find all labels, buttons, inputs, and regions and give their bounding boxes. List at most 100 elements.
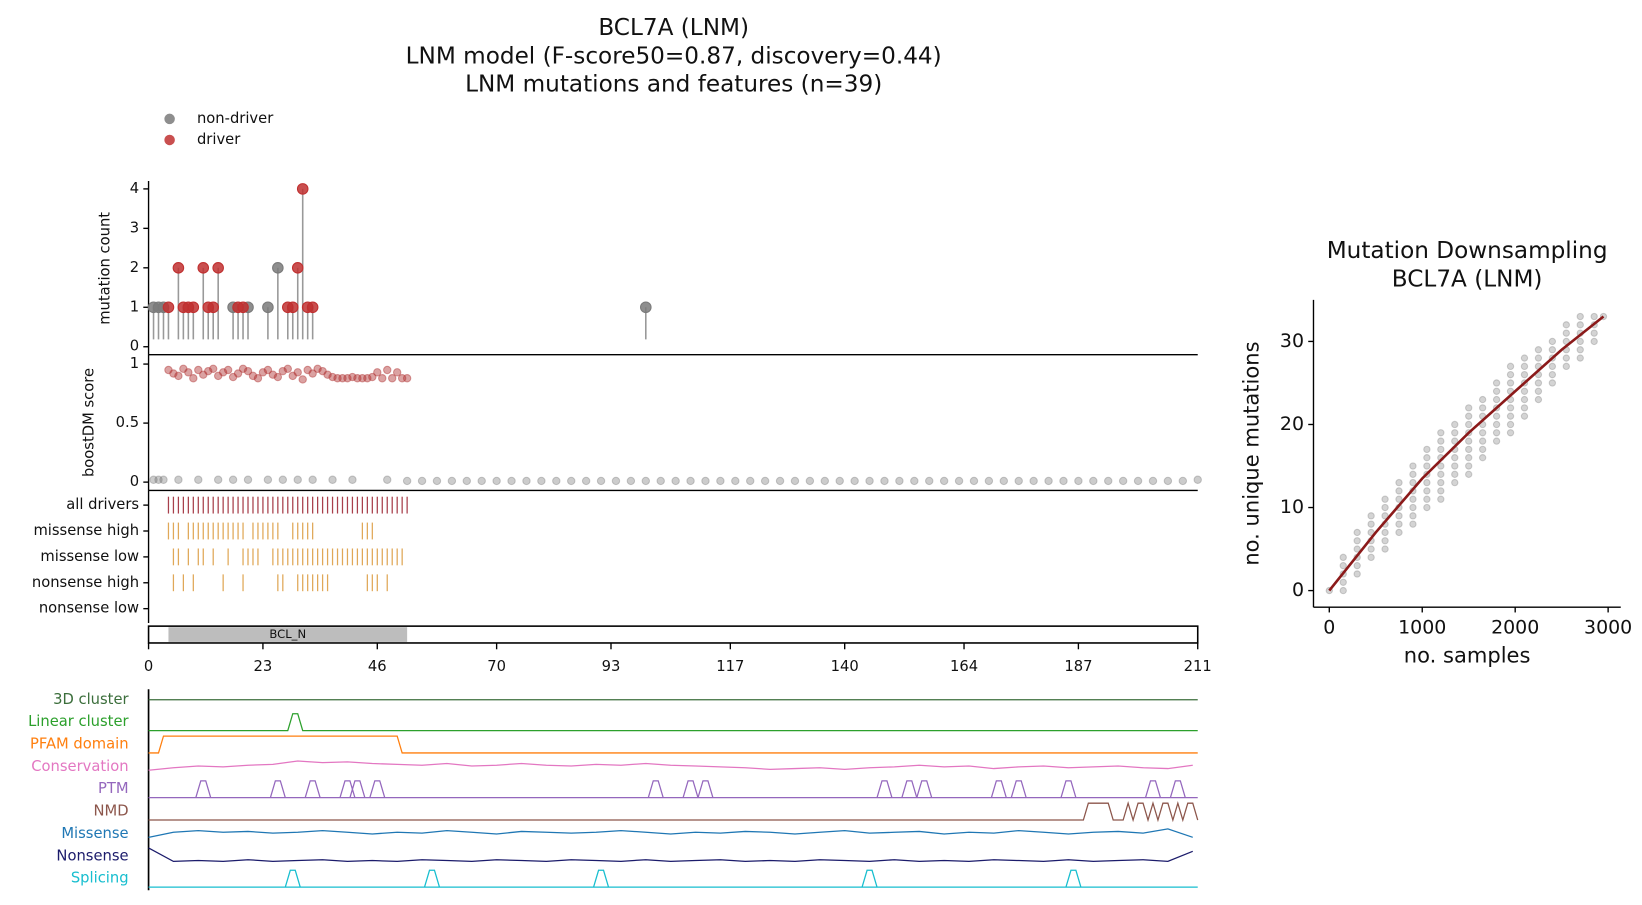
point [1367, 545, 1375, 553]
point [1465, 454, 1473, 462]
point [1451, 470, 1459, 478]
point [1576, 346, 1584, 354]
point [194, 475, 203, 484]
point [1506, 412, 1515, 420]
point [1339, 553, 1347, 562]
point [283, 364, 292, 374]
point [1590, 312, 1598, 321]
point [243, 475, 253, 484]
point [954, 476, 964, 486]
domain [168, 627, 408, 642]
feature-spike [1065, 869, 1082, 888]
point [383, 475, 392, 484]
feature-spike [697, 780, 714, 798]
point [1576, 354, 1584, 362]
point [1478, 454, 1487, 462]
point [1381, 537, 1389, 545]
x-tick-label: 23 [254, 658, 273, 675]
point [308, 369, 317, 378]
point [1118, 476, 1128, 486]
y-tick-label: 0 [130, 473, 139, 490]
point [1520, 387, 1529, 395]
point [1163, 476, 1173, 486]
point [1465, 462, 1473, 470]
y-tick-label: 0 [1292, 579, 1304, 601]
point [1506, 404, 1515, 412]
point [1478, 395, 1487, 404]
point [383, 365, 392, 375]
point [1465, 445, 1473, 454]
legend-marker [164, 113, 175, 125]
point [397, 374, 407, 383]
subtitle: LNM mutations and features (n=39) [465, 72, 882, 98]
feature-spike [304, 780, 321, 798]
point [328, 372, 337, 382]
feature-spike [916, 780, 933, 798]
point [1534, 379, 1543, 387]
point [1381, 528, 1389, 537]
point [552, 476, 561, 486]
x-tick-label: 164 [950, 658, 978, 675]
point [1548, 379, 1557, 387]
point [1520, 362, 1529, 371]
lollipop-head [286, 301, 299, 314]
point [1409, 462, 1417, 470]
chart-subtitle: BCL7A (LNM) [1392, 266, 1543, 292]
point [353, 374, 362, 383]
point [338, 374, 347, 383]
point [248, 371, 258, 381]
lollipop-head [162, 301, 175, 314]
point [1395, 512, 1403, 520]
point [208, 364, 218, 374]
point [1044, 476, 1053, 486]
track-label: nonsense high [32, 574, 139, 591]
feature-spike [269, 780, 286, 798]
point [1534, 387, 1543, 395]
point [1395, 478, 1403, 487]
lollipop-head [262, 301, 274, 314]
point [567, 476, 576, 486]
point [159, 475, 168, 484]
point [1437, 478, 1445, 487]
point [507, 476, 516, 486]
point [392, 368, 402, 377]
x-tick-label: 3000 [1584, 617, 1632, 639]
point [1437, 462, 1445, 470]
point [1465, 470, 1473, 478]
point [1478, 437, 1487, 445]
point [213, 371, 223, 381]
point [925, 476, 934, 486]
point [1465, 412, 1473, 420]
point [611, 476, 621, 486]
point [865, 476, 874, 486]
feature-spike [369, 780, 386, 798]
lollipop-head [237, 301, 249, 314]
feature-spike [195, 780, 212, 798]
legend-marker [164, 134, 175, 146]
y-axis-label: mutation count [96, 212, 113, 325]
title: BCL7A (LNM) [598, 15, 749, 41]
lollipop-head [306, 301, 319, 314]
point [1423, 478, 1431, 487]
lollipop-head [640, 301, 652, 314]
point [228, 475, 238, 484]
point [626, 476, 636, 486]
feature-spike [284, 869, 301, 888]
feature-spike [349, 780, 366, 798]
point [969, 476, 979, 486]
point [1451, 462, 1459, 470]
point [1576, 321, 1584, 329]
point [1423, 462, 1431, 470]
lollipop-head [197, 262, 210, 274]
point [263, 365, 273, 375]
point [1395, 495, 1403, 503]
y-tick-label: 1 [130, 298, 139, 315]
point [641, 476, 651, 486]
point [358, 374, 367, 383]
feature-label: Conservation [31, 758, 128, 775]
point [184, 368, 193, 377]
point [1014, 476, 1023, 486]
y-tick-label: 10 [1280, 496, 1304, 518]
point [1451, 420, 1459, 429]
